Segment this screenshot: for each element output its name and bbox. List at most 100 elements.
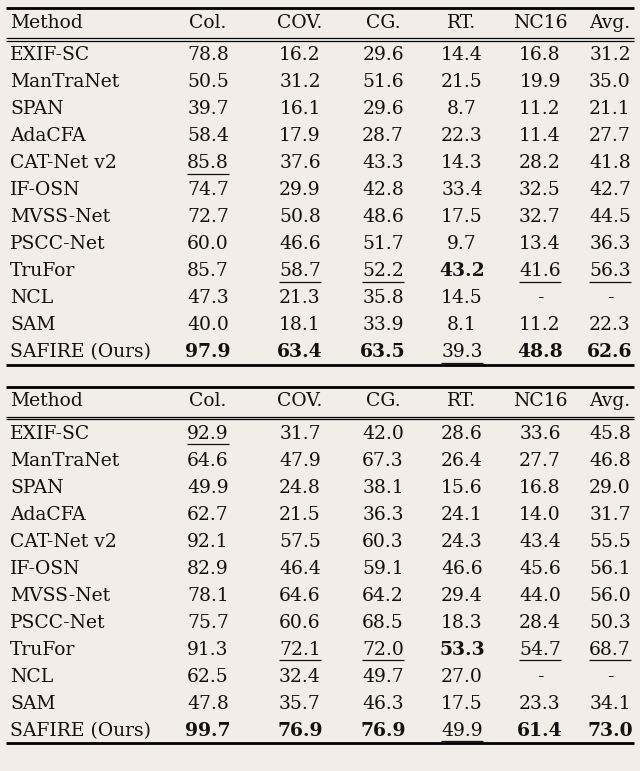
Text: 37.6: 37.6 — [279, 154, 321, 173]
Text: CG.: CG. — [365, 14, 400, 32]
Text: 72.1: 72.1 — [279, 641, 321, 659]
Text: 46.6: 46.6 — [279, 235, 321, 254]
Text: IF-OSN: IF-OSN — [10, 560, 81, 577]
Text: 49.9: 49.9 — [187, 479, 229, 497]
Text: -: - — [537, 289, 543, 308]
Text: 50.5: 50.5 — [187, 73, 229, 91]
Text: ManTraNet: ManTraNet — [10, 452, 119, 470]
Text: 18.1: 18.1 — [279, 316, 321, 335]
Text: 76.9: 76.9 — [277, 722, 323, 740]
Text: PSCC-Net: PSCC-Net — [10, 614, 106, 632]
Text: SAM: SAM — [10, 695, 56, 713]
Text: RT.: RT. — [447, 392, 477, 410]
Text: 32.7: 32.7 — [519, 208, 561, 227]
Text: CAT-Net v2: CAT-Net v2 — [10, 154, 117, 173]
Text: 24.1: 24.1 — [441, 506, 483, 524]
Text: NC16: NC16 — [513, 392, 567, 410]
Text: 33.6: 33.6 — [519, 425, 561, 443]
Text: 14.0: 14.0 — [519, 506, 561, 524]
Text: TruFor: TruFor — [10, 641, 76, 659]
Text: 32.4: 32.4 — [279, 668, 321, 686]
Text: 8.1: 8.1 — [447, 316, 477, 335]
Text: SPAN: SPAN — [10, 479, 63, 497]
Text: 31.7: 31.7 — [589, 506, 631, 524]
Text: 33.4: 33.4 — [441, 181, 483, 200]
Text: 45.8: 45.8 — [589, 425, 631, 443]
Text: 49.9: 49.9 — [441, 722, 483, 740]
Text: 52.2: 52.2 — [362, 262, 404, 281]
Text: 11.2: 11.2 — [519, 100, 561, 119]
Text: RT.: RT. — [447, 14, 477, 32]
Text: 51.6: 51.6 — [362, 73, 404, 91]
Text: 36.3: 36.3 — [589, 235, 631, 254]
Text: 46.6: 46.6 — [441, 560, 483, 577]
Text: 48.6: 48.6 — [362, 208, 404, 227]
Text: CAT-Net v2: CAT-Net v2 — [10, 533, 117, 550]
Text: CG.: CG. — [365, 392, 400, 410]
Text: 60.0: 60.0 — [187, 235, 229, 254]
Text: 14.4: 14.4 — [441, 46, 483, 64]
Text: 46.4: 46.4 — [279, 560, 321, 577]
Text: 28.7: 28.7 — [362, 127, 404, 146]
Text: 85.7: 85.7 — [187, 262, 229, 281]
Text: Avg.: Avg. — [589, 392, 630, 410]
Text: 56.0: 56.0 — [589, 587, 631, 605]
Text: 47.9: 47.9 — [279, 452, 321, 470]
Text: 97.9: 97.9 — [185, 343, 231, 362]
Text: 22.3: 22.3 — [589, 316, 631, 335]
Text: 18.3: 18.3 — [441, 614, 483, 632]
Text: 82.9: 82.9 — [187, 560, 229, 577]
Text: SPAN: SPAN — [10, 100, 63, 119]
Text: COV.: COV. — [277, 392, 323, 410]
Text: 58.4: 58.4 — [187, 127, 229, 146]
Text: NC16: NC16 — [513, 14, 567, 32]
Text: 36.3: 36.3 — [362, 506, 404, 524]
Text: 50.3: 50.3 — [589, 614, 631, 632]
Text: 99.7: 99.7 — [185, 722, 231, 740]
Text: 16.8: 16.8 — [519, 479, 561, 497]
Text: 26.4: 26.4 — [441, 452, 483, 470]
Text: 38.1: 38.1 — [362, 479, 404, 497]
Text: 16.8: 16.8 — [519, 46, 561, 64]
Text: 42.0: 42.0 — [362, 425, 404, 443]
Text: 53.3: 53.3 — [439, 641, 485, 659]
Text: 43.2: 43.2 — [439, 262, 485, 281]
Text: 54.7: 54.7 — [519, 641, 561, 659]
Text: 47.3: 47.3 — [187, 289, 229, 308]
Text: 35.7: 35.7 — [279, 695, 321, 713]
Text: 40.0: 40.0 — [187, 316, 229, 335]
Text: 74.7: 74.7 — [187, 181, 229, 200]
Text: 39.3: 39.3 — [441, 343, 483, 362]
Text: 60.3: 60.3 — [362, 533, 404, 550]
Text: 28.2: 28.2 — [519, 154, 561, 173]
Text: SAFIRE (Ours): SAFIRE (Ours) — [10, 722, 151, 740]
Text: NCL: NCL — [10, 289, 53, 308]
Text: 64.2: 64.2 — [362, 587, 404, 605]
Text: 61.4: 61.4 — [517, 722, 563, 740]
Text: 44.5: 44.5 — [589, 208, 631, 227]
Text: 63.5: 63.5 — [360, 343, 406, 362]
Text: 29.6: 29.6 — [362, 46, 404, 64]
Text: TruFor: TruFor — [10, 262, 76, 281]
Text: 9.7: 9.7 — [447, 235, 477, 254]
Text: 57.5: 57.5 — [279, 533, 321, 550]
Text: 41.6: 41.6 — [519, 262, 561, 281]
Text: 39.7: 39.7 — [187, 100, 229, 119]
Text: COV.: COV. — [277, 14, 323, 32]
Text: 21.5: 21.5 — [279, 506, 321, 524]
Text: 45.6: 45.6 — [519, 560, 561, 577]
Text: 31.2: 31.2 — [589, 46, 631, 64]
Text: 17.5: 17.5 — [441, 695, 483, 713]
Text: 31.7: 31.7 — [279, 425, 321, 443]
Text: 11.4: 11.4 — [519, 127, 561, 146]
Text: 67.3: 67.3 — [362, 452, 404, 470]
Text: 43.4: 43.4 — [519, 533, 561, 550]
Text: SAFIRE (Ours): SAFIRE (Ours) — [10, 343, 151, 362]
Text: 42.8: 42.8 — [362, 181, 404, 200]
Text: AdaCFA: AdaCFA — [10, 506, 86, 524]
Text: NCL: NCL — [10, 668, 53, 686]
Text: 11.2: 11.2 — [519, 316, 561, 335]
Text: 28.4: 28.4 — [519, 614, 561, 632]
Text: 33.9: 33.9 — [362, 316, 404, 335]
Text: 34.1: 34.1 — [589, 695, 631, 713]
